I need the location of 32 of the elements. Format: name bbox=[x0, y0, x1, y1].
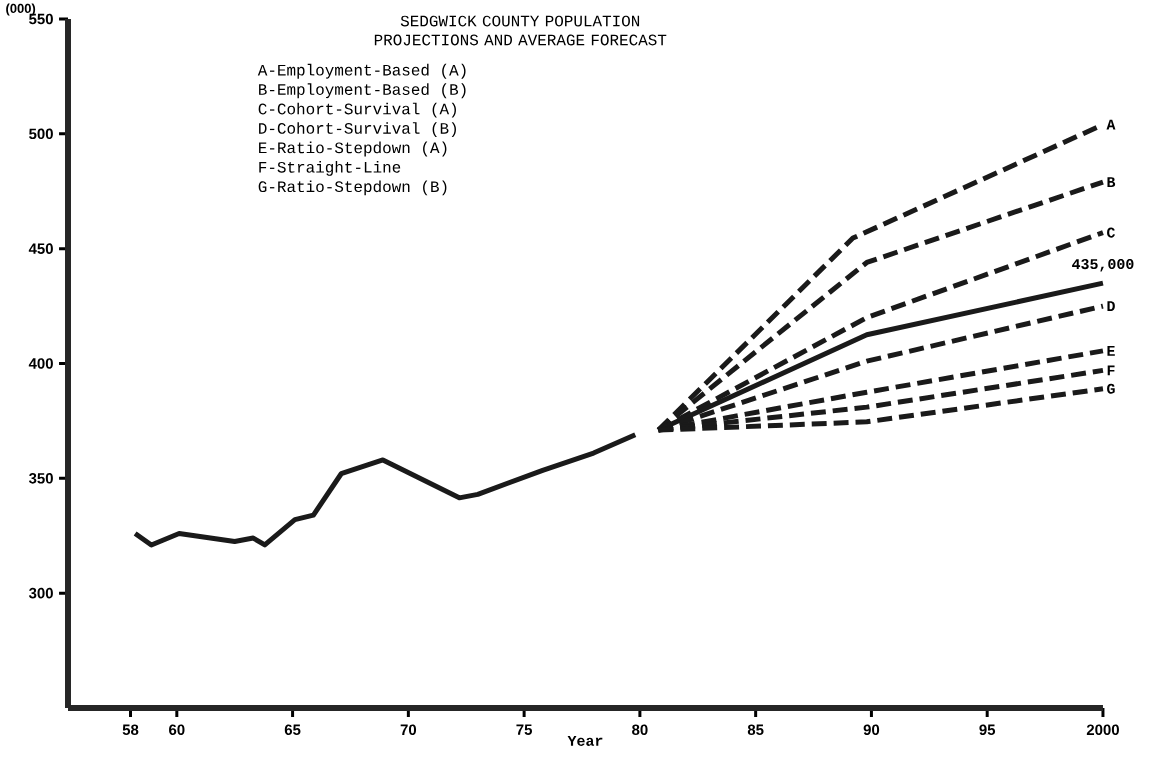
series-label: G bbox=[1107, 383, 1115, 394]
x-tick-label: 75 bbox=[516, 724, 533, 735]
x-tick-label: 90 bbox=[863, 724, 880, 736]
y-tick-label: 500 bbox=[29, 128, 53, 140]
annotation: F-Straight-Line bbox=[259, 160, 401, 176]
annotation: G-Ratio-Stepdown (B) bbox=[258, 180, 447, 196]
chart-title: SEDGWICK COUNTY POPULATION PROJECTIONS AND AVERAGE FORECAST bbox=[374, 15, 667, 46]
annotation: B-Employment-Based (B) bbox=[259, 83, 466, 99]
x-tick-label: 58 bbox=[122, 724, 139, 736]
annotation: D-Cohort-Survival (B) bbox=[259, 122, 456, 137]
series-label: F bbox=[1107, 365, 1115, 376]
y-tick-label: 300 bbox=[28, 587, 53, 599]
annotation: 435,000 bbox=[1072, 258, 1134, 272]
x-tick-label: 85 bbox=[747, 724, 764, 736]
y-tick-label: 450 bbox=[28, 243, 53, 254]
series-label: B bbox=[1107, 177, 1116, 187]
x-tick-label: 95 bbox=[979, 724, 996, 736]
series-label: D bbox=[1107, 301, 1115, 311]
y-tick-label: 350 bbox=[28, 473, 53, 484]
x-tick-label: 2000 bbox=[1086, 724, 1119, 736]
x-axis-title: Year bbox=[567, 735, 603, 746]
series-label: C bbox=[1107, 227, 1116, 238]
annotation: C-Cohort-Survival (A) bbox=[258, 102, 456, 118]
x-tick-label: 80 bbox=[632, 724, 648, 736]
annotation: E-Ratio-Stepdown (A) bbox=[259, 141, 447, 157]
series-label: A bbox=[1106, 119, 1116, 130]
annotation: A-Employment-Based (A) bbox=[257, 63, 466, 79]
y-tick-label: 400 bbox=[28, 358, 53, 369]
x-tick-label: 70 bbox=[400, 724, 417, 736]
series-label: E bbox=[1107, 345, 1115, 356]
x-tick-label: 60 bbox=[169, 724, 185, 736]
x-tick-label: 65 bbox=[284, 724, 301, 736]
